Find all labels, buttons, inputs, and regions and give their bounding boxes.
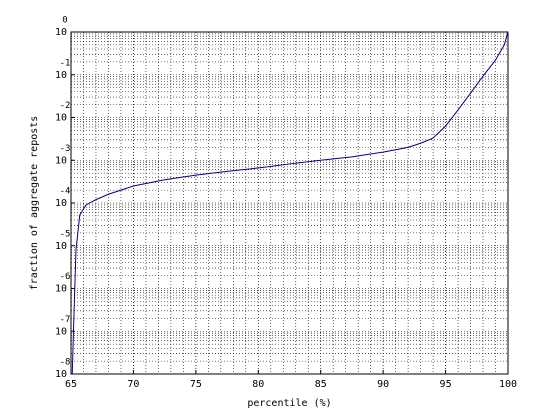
x-tick-label: 90 [377, 379, 389, 390]
data-line [71, 31, 509, 375]
y-axis-label: fraction of aggregate reposts [29, 116, 40, 291]
x-tick-label: 85 [315, 379, 327, 390]
y-tick-label: 10 [55, 70, 67, 81]
y-tick-label: 10 [55, 113, 67, 124]
x-tick-label: 95 [440, 379, 452, 390]
y-tick-exponent: -2 [60, 101, 71, 111]
y-tick-exponent: -4 [60, 187, 71, 197]
y-tick-label: 10 [55, 326, 67, 337]
y-tick-exponent: -6 [60, 272, 71, 282]
y-tick-exponent: -8 [60, 358, 71, 368]
x-tick-label: 70 [127, 379, 139, 390]
y-tick-label: 10 [55, 198, 67, 209]
x-tick-label: 100 [499, 379, 517, 390]
x-axis-label: percentile (%) [247, 398, 331, 409]
y-tick-label: 10 [55, 284, 67, 295]
plot-area [71, 32, 508, 374]
axes-box [70, 31, 509, 375]
y-tick-exponent: 0 [62, 16, 67, 26]
y-tick-label: 10 [55, 155, 67, 166]
y-tick-label: 10 [55, 369, 67, 380]
y-tick-exponent: -5 [60, 229, 71, 239]
y-tick-exponent: -1 [60, 58, 71, 68]
x-tick-label: 75 [190, 379, 202, 390]
y-tick-exponent: -7 [60, 315, 71, 325]
y-tick-label: 10 [55, 27, 67, 38]
x-tick-label: 65 [65, 379, 77, 390]
x-tick-label: 80 [252, 379, 264, 390]
y-tick-exponent: -3 [60, 144, 71, 154]
y-tick-label: 10 [55, 241, 67, 252]
